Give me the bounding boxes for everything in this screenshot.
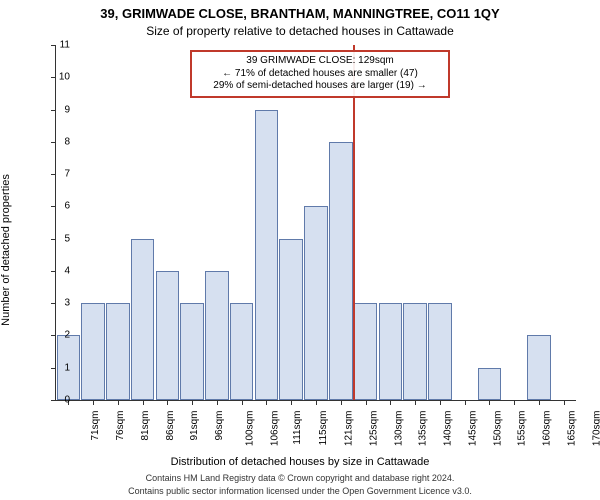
x-tick-mark xyxy=(341,400,342,405)
histogram-plot xyxy=(55,45,576,401)
y-axis-label: Number of detached properties xyxy=(0,174,12,326)
x-tick-label: 160sqm xyxy=(542,411,553,447)
annotation-line: ← 71% of detached houses are smaller (47… xyxy=(198,68,442,81)
x-tick-label: 140sqm xyxy=(443,411,454,447)
chart-title-line1: 39, GRIMWADE CLOSE, BRANTHAM, MANNINGTRE… xyxy=(0,6,600,21)
histogram-bar xyxy=(180,303,204,400)
histogram-bar xyxy=(156,271,180,400)
annotation-line: 39 GRIMWADE CLOSE: 129sqm xyxy=(198,55,442,68)
annotation-line: 29% of semi-detached houses are larger (… xyxy=(198,80,442,93)
x-tick-mark xyxy=(167,400,168,405)
x-tick-label: 130sqm xyxy=(393,411,404,447)
y-tick-label: 2 xyxy=(45,330,70,341)
y-tick-label: 6 xyxy=(45,201,70,212)
histogram-bar xyxy=(106,303,130,400)
x-tick-mark xyxy=(266,400,267,405)
x-tick-label: 170sqm xyxy=(591,411,600,447)
histogram-bar xyxy=(329,142,353,400)
histogram-bar xyxy=(255,110,279,400)
x-tick-mark xyxy=(465,400,466,405)
x-tick-mark xyxy=(539,400,540,405)
x-tick-mark xyxy=(217,400,218,405)
y-tick-label: 11 xyxy=(45,40,70,51)
histogram-bar xyxy=(354,303,378,400)
x-tick-mark xyxy=(489,400,490,405)
y-tick-label: 8 xyxy=(45,136,70,147)
x-tick-label: 76sqm xyxy=(115,411,126,441)
histogram-bar xyxy=(279,239,303,400)
x-tick-label: 81sqm xyxy=(140,411,151,441)
x-tick-label: 96sqm xyxy=(214,411,225,441)
y-tick-label: 0 xyxy=(45,395,70,406)
x-tick-label: 86sqm xyxy=(165,411,176,441)
x-tick-mark xyxy=(118,400,119,405)
histogram-bar xyxy=(478,368,502,400)
histogram-bar xyxy=(205,271,229,400)
x-tick-label: 106sqm xyxy=(269,411,280,447)
x-tick-label: 100sqm xyxy=(245,411,256,447)
histogram-bar xyxy=(131,239,155,400)
x-tick-mark xyxy=(192,400,193,405)
x-tick-label: 121sqm xyxy=(344,411,355,447)
y-tick-label: 10 xyxy=(45,72,70,83)
x-tick-label: 135sqm xyxy=(418,411,429,447)
histogram-bar xyxy=(304,206,328,400)
y-tick-label: 4 xyxy=(45,265,70,276)
x-axis-label: Distribution of detached houses by size … xyxy=(0,456,600,468)
footer-line2: Contains public sector information licen… xyxy=(0,486,600,496)
chart-title-line2: Size of property relative to detached ho… xyxy=(0,24,600,38)
y-tick-label: 5 xyxy=(45,233,70,244)
x-tick-mark xyxy=(143,400,144,405)
x-tick-mark xyxy=(415,400,416,405)
histogram-bar xyxy=(379,303,403,400)
x-tick-label: 145sqm xyxy=(467,411,478,447)
x-tick-mark xyxy=(514,400,515,405)
x-tick-label: 71sqm xyxy=(90,411,101,441)
y-tick-label: 1 xyxy=(45,362,70,373)
histogram-bar xyxy=(527,335,551,400)
y-tick-label: 3 xyxy=(45,298,70,309)
reference-line xyxy=(353,45,355,400)
x-tick-label: 115sqm xyxy=(318,411,329,446)
x-tick-mark xyxy=(564,400,565,405)
histogram-bar xyxy=(428,303,452,400)
x-tick-label: 111sqm xyxy=(293,411,304,445)
histogram-bar xyxy=(403,303,427,400)
x-tick-mark xyxy=(390,400,391,405)
x-tick-mark xyxy=(316,400,317,405)
x-tick-label: 91sqm xyxy=(189,411,200,441)
x-tick-mark xyxy=(93,400,94,405)
marker-annotation: 39 GRIMWADE CLOSE: 129sqm ← 71% of detac… xyxy=(190,50,450,98)
x-tick-mark xyxy=(291,400,292,405)
x-tick-label: 150sqm xyxy=(492,411,503,447)
histogram-bar xyxy=(230,303,254,400)
x-tick-label: 165sqm xyxy=(566,411,577,447)
histogram-bar xyxy=(81,303,105,400)
x-tick-label: 155sqm xyxy=(517,411,528,447)
x-tick-mark xyxy=(440,400,441,405)
x-tick-mark xyxy=(242,400,243,405)
y-tick-label: 7 xyxy=(45,169,70,180)
x-tick-label: 125sqm xyxy=(368,411,379,447)
y-tick-label: 9 xyxy=(45,104,70,115)
footer-line1: Contains HM Land Registry data © Crown c… xyxy=(0,473,600,483)
x-tick-mark xyxy=(366,400,367,405)
